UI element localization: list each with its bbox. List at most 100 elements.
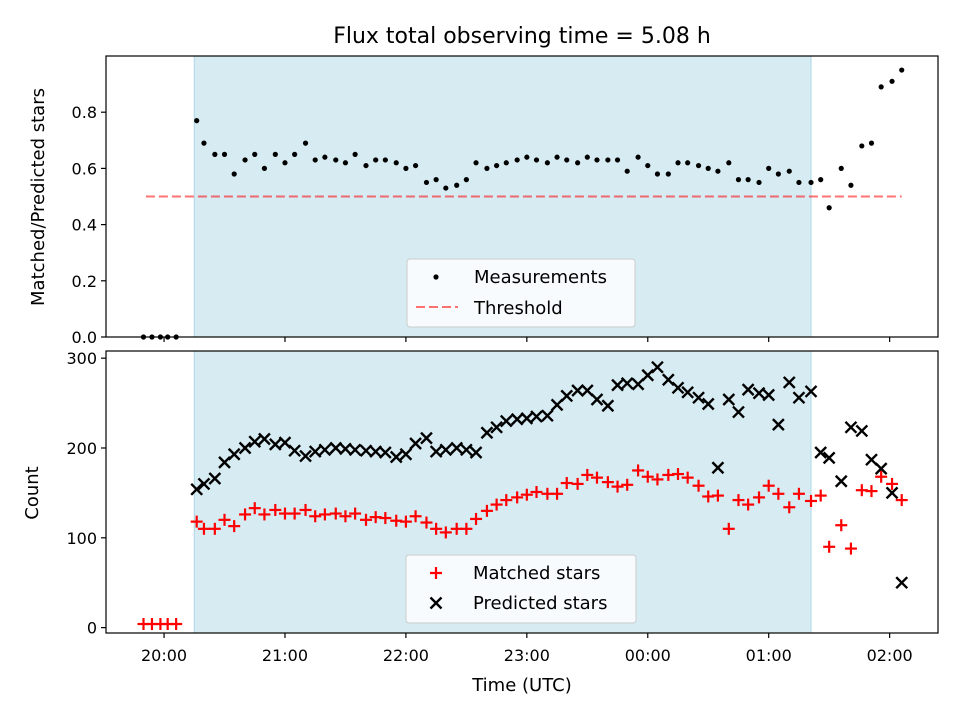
measurement-point (322, 154, 328, 160)
predicted-star-point (620, 376, 634, 390)
predicted-star-point (580, 384, 594, 397)
count-legend-box (405, 554, 637, 624)
predicted-star-point (550, 398, 564, 412)
matched-star-point (511, 491, 524, 504)
matched-star-point (835, 519, 848, 532)
matched-star-point (571, 477, 584, 490)
measurement-point (859, 143, 865, 149)
matched-star-point (520, 488, 533, 501)
measurement-point (312, 157, 318, 163)
matched-star-point (208, 522, 221, 535)
count-panel: 0 100 200 300 20:00 21:00 22:00 23:00 00:00 01:0… (22, 349, 939, 696)
predicted-star-point (865, 453, 878, 467)
x-tick-label: 23:00 (504, 646, 550, 665)
measurement-point (212, 151, 218, 157)
predicted-star-point (590, 393, 604, 406)
measurement-point (808, 179, 814, 186)
predicted-star-point (480, 426, 494, 440)
matched-star-point (258, 508, 271, 521)
predicted-star-point (711, 461, 725, 475)
ratio-y-tick-label: 0.0 (72, 328, 97, 347)
x-tick-label: 21:00 (262, 646, 308, 665)
measurement-point (272, 151, 278, 157)
measurement-point (524, 154, 530, 160)
ratio-y-axis-label: Matched/Predicted stars (28, 88, 49, 306)
predicted-star-point (722, 393, 736, 406)
measurement-point (838, 165, 844, 171)
measurement-point (412, 162, 419, 169)
measurement-point (433, 177, 439, 183)
measurement-point (514, 157, 520, 163)
measurement-point (584, 154, 590, 160)
measurement-point (221, 151, 228, 157)
count-y-tick-label: 0 (87, 619, 97, 638)
ratio-y-tick-label: 0.6 (72, 159, 97, 178)
matched-star-point (218, 513, 231, 526)
matched-star-point (269, 503, 282, 516)
measurement-point (302, 140, 309, 146)
measurement-point (786, 168, 792, 174)
count-y-tick-label: 200 (66, 439, 97, 458)
matched-star-point (865, 485, 878, 498)
matched-star-point (641, 470, 654, 483)
matched-star-point (309, 510, 322, 523)
matched-star-point (651, 473, 664, 486)
matched-star-point (439, 526, 452, 539)
predicted-star-point (399, 447, 413, 461)
predicted-star-point (238, 441, 252, 455)
matched-star-point (349, 507, 362, 520)
measurement-point (194, 118, 200, 124)
measurement-point (373, 157, 379, 163)
matched-star-point (329, 507, 342, 520)
matched-star-point (814, 489, 827, 502)
matched-star-point (197, 522, 210, 535)
matched-star-point (430, 522, 443, 535)
matched-star-point (460, 522, 473, 535)
predicted-star-point (741, 383, 755, 396)
matched-star-point (783, 501, 796, 514)
predicted-star-point (601, 399, 615, 413)
predicted-star-point (460, 443, 473, 457)
measurement-point (726, 160, 732, 166)
matched-star-point (420, 516, 433, 529)
legend-matched-marker (430, 567, 442, 579)
ratio-legend-box (406, 258, 636, 328)
measurement-point (261, 165, 268, 171)
count-y-tick-label: 100 (66, 529, 97, 548)
predicted-star-point (692, 391, 705, 405)
predicted-star-point (318, 443, 332, 457)
chart-title: Flux total observing time = 5.08 h (333, 24, 711, 49)
measurement-point (575, 160, 581, 166)
x-axis-label: Time (UTC) (471, 675, 572, 696)
predicted-star-point (762, 388, 776, 402)
matched-star-point (480, 504, 493, 517)
x-tick-label: 22:00 (383, 646, 429, 665)
predicted-star-point (490, 420, 503, 434)
measurement-point (564, 157, 570, 163)
matched-star-point (844, 542, 857, 555)
measurement-point (635, 154, 641, 160)
predicted-star-point (814, 446, 828, 459)
count-y-axis-label: Count (22, 466, 43, 519)
predicted-star-point (651, 360, 664, 374)
count-y-tick-label: 300 (66, 349, 97, 368)
measurement-point (484, 165, 490, 171)
measurement-point (624, 168, 630, 174)
matched-star-point (288, 507, 301, 520)
predicted-star-point (782, 376, 796, 389)
predicted-star-point (299, 449, 312, 463)
measurement-point (544, 160, 550, 166)
measurement-point (775, 171, 781, 177)
measurement-point (899, 67, 905, 73)
predicted-star-point (348, 443, 362, 457)
measurement-point (282, 160, 288, 166)
measurement-point (503, 160, 509, 166)
measurement-point (735, 177, 742, 183)
matched-star-point (692, 479, 705, 492)
matched-star-point (732, 494, 745, 507)
measurement-point (252, 151, 258, 157)
measurement-point (878, 84, 884, 90)
matched-star-point (722, 522, 735, 535)
measurement-point (352, 151, 358, 157)
